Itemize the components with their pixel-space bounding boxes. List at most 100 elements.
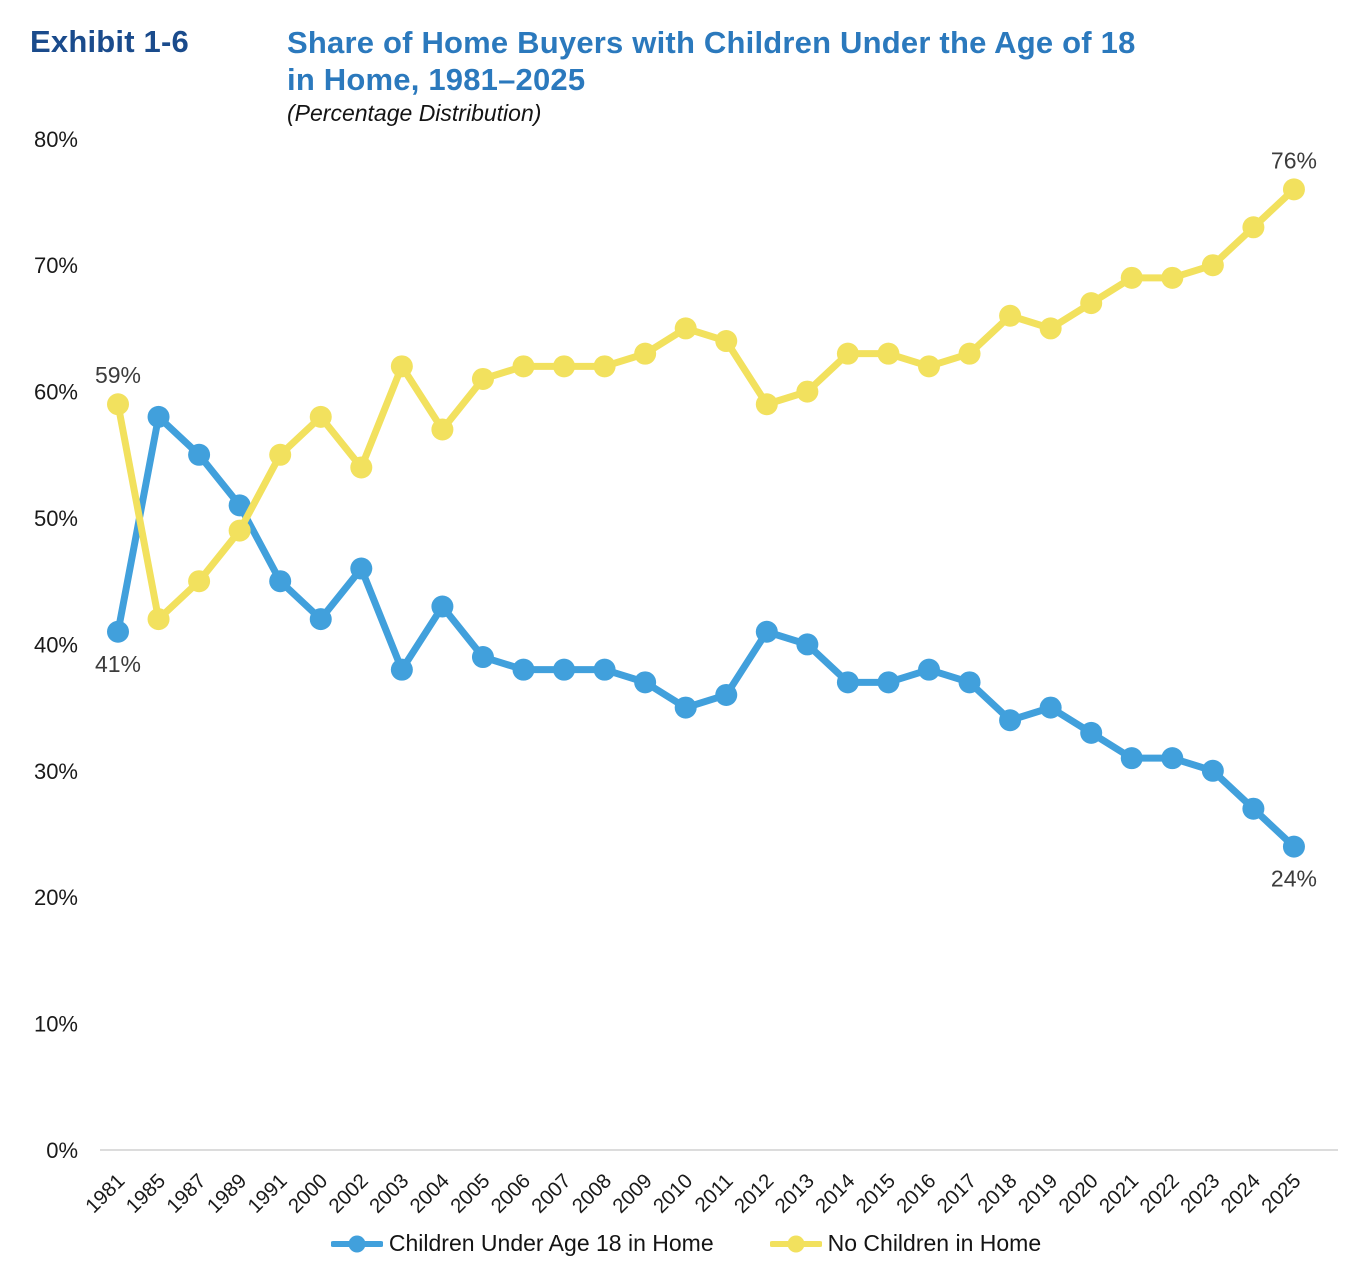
data-point [553, 658, 576, 681]
y-axis-label: 50% [34, 506, 78, 531]
x-axis-label: 2000 [284, 1169, 333, 1218]
data-point [431, 418, 454, 441]
data-point [674, 317, 697, 340]
data-point [1039, 317, 1062, 340]
chart-legend: Children Under Age 18 in Home No Childre… [0, 1230, 1372, 1288]
data-point [1201, 254, 1224, 277]
data-point [390, 355, 413, 378]
x-axis-label: 2005 [446, 1169, 495, 1218]
x-axis-label: 2020 [1054, 1169, 1103, 1218]
x-axis-label: 2009 [608, 1169, 657, 1218]
x-axis-label: 2006 [487, 1169, 536, 1218]
x-axis-label: 2021 [1095, 1169, 1144, 1218]
data-point [309, 405, 332, 428]
x-axis-label: 2004 [405, 1169, 454, 1218]
data-point [107, 393, 129, 416]
data-point [350, 557, 373, 580]
data-point [147, 608, 170, 631]
chart-title: Share of Home Buyers with Children Under… [287, 24, 1136, 98]
data-point [958, 671, 981, 694]
y-axis-label: 40% [34, 632, 78, 657]
x-axis-label: 2025 [1257, 1169, 1306, 1218]
chart-area: 0% 10% 20% 30% 40% 50% 60% 70% 80% 1981 1985 1987 19… [0, 120, 1372, 1230]
x-axis-label: 2012 [730, 1169, 779, 1218]
data-point [1161, 266, 1184, 289]
data-point [1161, 747, 1184, 770]
data-point [107, 620, 129, 643]
legend-marker-no-children-icon [769, 1235, 822, 1252]
data-point [1201, 759, 1224, 782]
x-axis-label: 2022 [1135, 1169, 1184, 1218]
x-axis-label: 2011 [690, 1169, 737, 1216]
data-point [836, 671, 859, 694]
data-point [1080, 292, 1103, 315]
data-point [836, 342, 859, 365]
data-point [999, 709, 1022, 732]
y-axis-label: 20% [34, 885, 78, 910]
point-value-label: 41% [95, 651, 141, 677]
y-axis-label: 60% [34, 380, 78, 405]
data-point [1242, 797, 1265, 820]
legend-label-no-children: No Children in Home [827, 1230, 1042, 1256]
data-point [471, 367, 494, 390]
x-axis-label: 2013 [770, 1169, 819, 1218]
x-axis-label: 2014 [811, 1169, 860, 1218]
data-point [1120, 266, 1143, 289]
data-point [188, 570, 211, 593]
data-point [1080, 721, 1103, 744]
data-point [553, 355, 576, 378]
chart-subtitle: (Percentage Distribution) [287, 100, 542, 126]
x-axis-label: 1981 [81, 1169, 130, 1218]
data-point [796, 380, 819, 403]
data-point [999, 304, 1022, 327]
data-point [350, 456, 373, 479]
data-point [147, 405, 170, 428]
x-axis-label: 2002 [324, 1169, 373, 1218]
x-axis-label: 2015 [851, 1169, 900, 1218]
point-value-label: 59% [95, 362, 141, 388]
data-point [512, 658, 535, 681]
data-point [1039, 696, 1062, 719]
data-point [918, 658, 940, 681]
x-axis-label: 2023 [1176, 1169, 1225, 1218]
data-point [269, 570, 292, 593]
point-value-label: 24% [1271, 866, 1317, 892]
y-axis-label: 0% [46, 1138, 78, 1163]
title-block: Share of Home Buyers with Children Under… [287, 24, 1136, 127]
data-point [755, 393, 778, 416]
data-point [755, 620, 778, 643]
data-point [1282, 178, 1305, 201]
data-point [228, 519, 251, 542]
x-axis-label: 1991 [243, 1169, 292, 1218]
x-axis-label: 1989 [203, 1169, 252, 1218]
data-point [228, 494, 251, 517]
data-point [674, 696, 697, 719]
data-point [715, 330, 738, 353]
legend-label-children: Children Under Age 18 in Home [388, 1230, 714, 1256]
exhibit-label: Exhibit 1-6 [30, 24, 189, 59]
x-axis-label: 2019 [1014, 1169, 1063, 1218]
data-point [634, 671, 657, 694]
series-line-0 [114, 413, 1298, 851]
data-point [431, 595, 454, 618]
data-point [715, 683, 738, 706]
data-point [634, 342, 657, 365]
data-point [390, 658, 413, 681]
data-point [269, 443, 292, 466]
data-point [593, 355, 616, 378]
x-axis-label: 2003 [365, 1169, 414, 1218]
data-point [877, 342, 900, 365]
chart-header: Exhibit 1-6 Share of Home Buyers with Ch… [0, 0, 1372, 126]
legend-item-children: Children Under Age 18 in Home [330, 1230, 714, 1257]
data-point [593, 658, 616, 681]
y-axis-label: 10% [34, 1012, 78, 1037]
x-axis-label: 1985 [122, 1169, 171, 1218]
data-point [1242, 216, 1265, 239]
x-axis-label: 2024 [1216, 1169, 1265, 1218]
point-value-label: 76% [1271, 147, 1317, 173]
y-axis-label: 80% [34, 127, 78, 152]
data-point [188, 443, 211, 466]
series-line-1 [114, 185, 1298, 623]
y-axis-label: 30% [34, 759, 78, 784]
chart-title-line2: in Home, 1981–2025 [287, 62, 586, 97]
